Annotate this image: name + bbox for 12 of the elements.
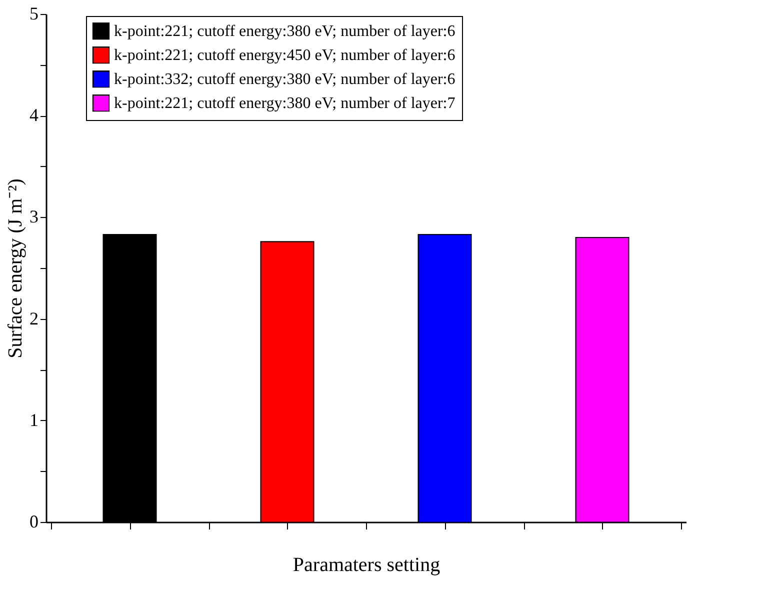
y-tick-label: 3 xyxy=(30,206,38,227)
legend-label: k-point:332; cutoff energy:380 eV; number of layer:6 xyxy=(114,71,456,88)
y-tick-label: 1 xyxy=(30,410,38,430)
legend-label: k-point:221; cutoff energy:380 eV; number of layer:7 xyxy=(114,95,456,112)
y-tick-label: 4 xyxy=(30,105,38,126)
y-tick-label: 5 xyxy=(30,4,38,24)
y-axis-title: Surface energy (J m⁻²) xyxy=(4,178,26,358)
x-axis-title: Paramaters setting xyxy=(292,554,440,576)
y-tick-label: 2 xyxy=(30,308,38,328)
legend-label: k-point:221; cutoff energy:380 eV; number of layer:6 xyxy=(114,23,456,40)
y-tick-label: 0 xyxy=(30,512,38,532)
legend-label: k-point:221; cutoff energy:450 eV; number of layer:6 xyxy=(114,47,456,64)
